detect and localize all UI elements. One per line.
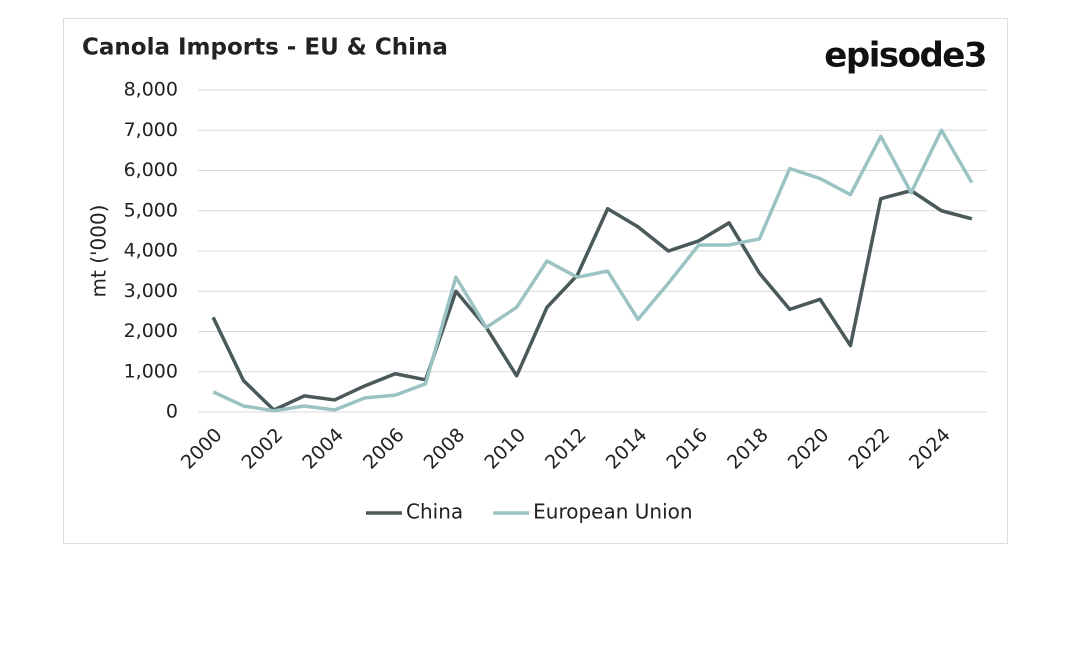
y-tick-label: 5,000 <box>124 199 178 221</box>
y-tick-label: 8,000 <box>124 79 178 101</box>
y-tick-label: 6,000 <box>124 159 178 181</box>
y-tick-label: 2,000 <box>124 320 178 342</box>
legend-label: European Union <box>533 500 692 524</box>
series-line <box>211 188 973 412</box>
y-tick-label: 0 <box>166 401 178 423</box>
y-tick-label: 7,000 <box>124 119 178 141</box>
legend-label: China <box>406 500 463 524</box>
y-axis-label: mt ('000) <box>87 205 111 298</box>
brand: episode3 <box>824 36 986 76</box>
y-tick-label: 1,000 <box>124 360 178 382</box>
series-line <box>212 128 974 413</box>
y-tick-label: 4,000 <box>124 240 178 262</box>
y-tick-label: 3,000 <box>124 280 178 302</box>
chart-title: Canola Imports - EU & China <box>82 35 448 61</box>
